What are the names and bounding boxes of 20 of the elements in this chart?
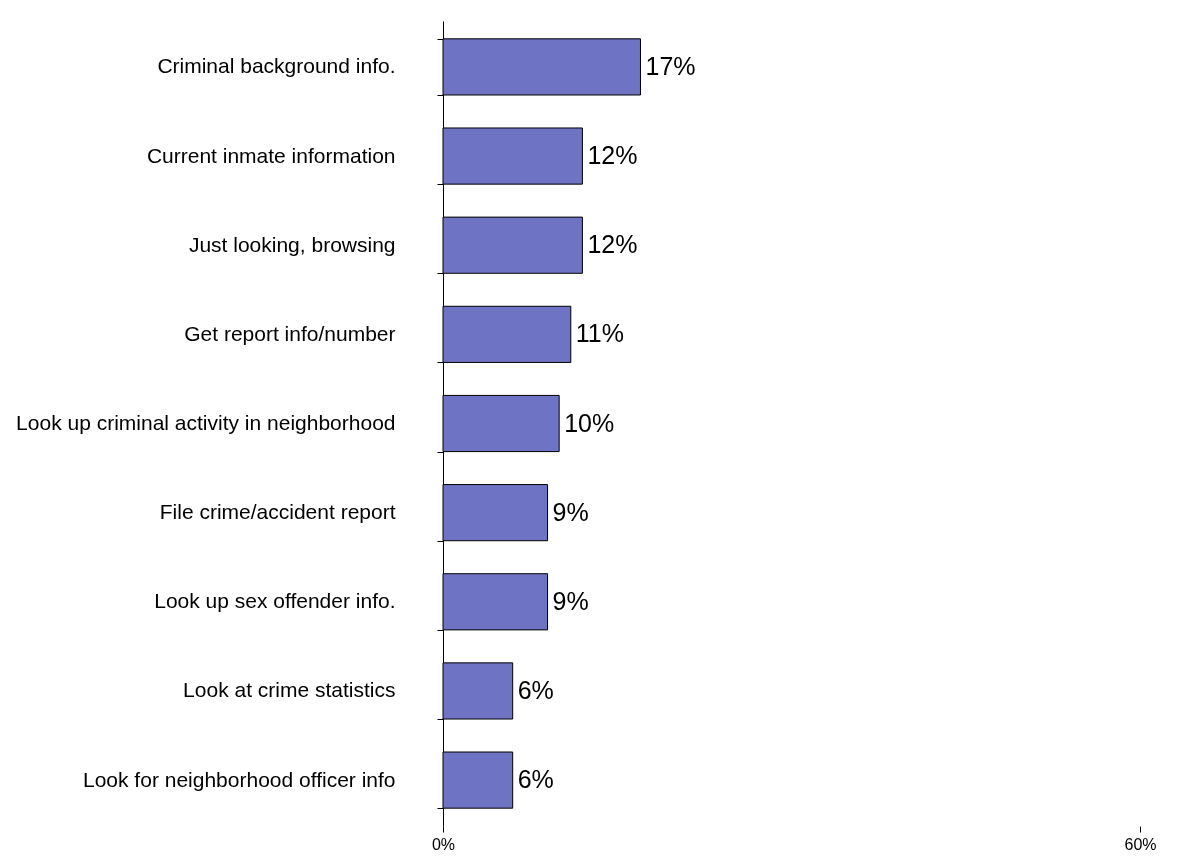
data-label: 17% — [645, 51, 696, 80]
y-tick-label: Look up sex offender info. — [154, 589, 396, 613]
y-tick-label: Criminal background info. — [157, 54, 396, 78]
data-label: 11% — [575, 319, 624, 348]
y-tick-label: Get report info/number — [184, 321, 396, 345]
data-label: 6% — [517, 765, 554, 794]
y-tick-label: Just looking, browsing — [188, 232, 396, 256]
data-label: 10% — [564, 408, 615, 437]
data-label: 12% — [587, 230, 638, 259]
data-label: 6% — [517, 675, 554, 704]
y-tick-label: File crime/accident report — [159, 500, 396, 524]
y-tick-label: Look at crime statistics — [183, 678, 396, 702]
x-tick-label: 0% — [431, 835, 456, 853]
y-tick-label: Look up criminal activity in neighborhood — [16, 411, 396, 434]
x-tick-label: 60% — [1124, 835, 1157, 853]
y-tick-label: Current inmate information — [146, 143, 396, 167]
data-label: 9% — [552, 497, 589, 526]
y-tick-label: Look for neighborhood officer info — [83, 767, 396, 791]
data-label: 9% — [552, 586, 589, 615]
data-label: 12% — [587, 141, 638, 170]
